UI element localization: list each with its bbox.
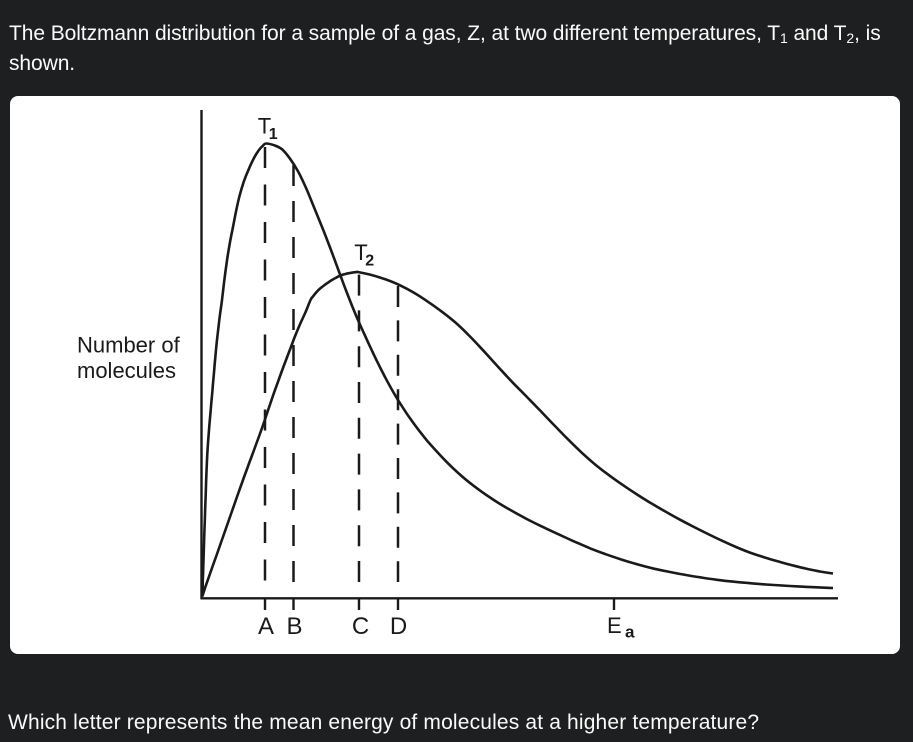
svg-text:E: E [607,613,622,638]
svg-text:molecules: molecules [77,358,176,383]
svg-text:Number of: Number of [77,333,181,358]
svg-text:A: A [258,613,274,640]
svg-text:T: T [258,114,271,139]
svg-text:2: 2 [365,253,374,270]
svg-text:B: B [286,613,302,640]
svg-text:T: T [354,240,367,265]
svg-text:D: D [390,613,407,640]
svg-text:1: 1 [269,126,278,143]
svg-text:C: C [352,613,369,640]
svg-text:a: a [625,623,635,642]
